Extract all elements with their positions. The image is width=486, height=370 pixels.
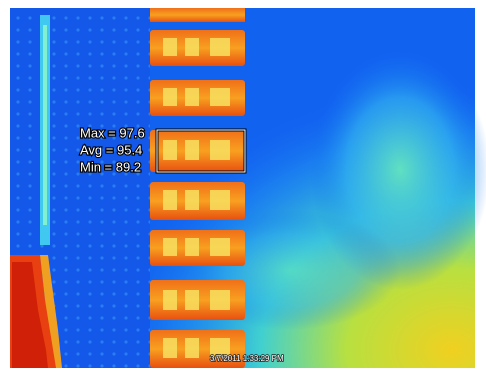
avg-reading: Avg = 95.4 bbox=[80, 142, 142, 157]
component-blocks bbox=[150, 8, 245, 368]
page: Max = 97.6 Avg = 95.4 Min = 89.2 3/7/201… bbox=[0, 0, 486, 370]
min-reading: Min = 89.2 bbox=[80, 159, 141, 174]
timestamp: 3/7/2011 1:33:29 PM bbox=[210, 354, 284, 363]
max-reading: Max = 97.6 bbox=[80, 125, 145, 140]
image bbox=[10, 8, 486, 368]
thermal-view: Max = 97.6 Avg = 95.4 Min = 89.2 3/7/201… bbox=[0, 0, 486, 370]
